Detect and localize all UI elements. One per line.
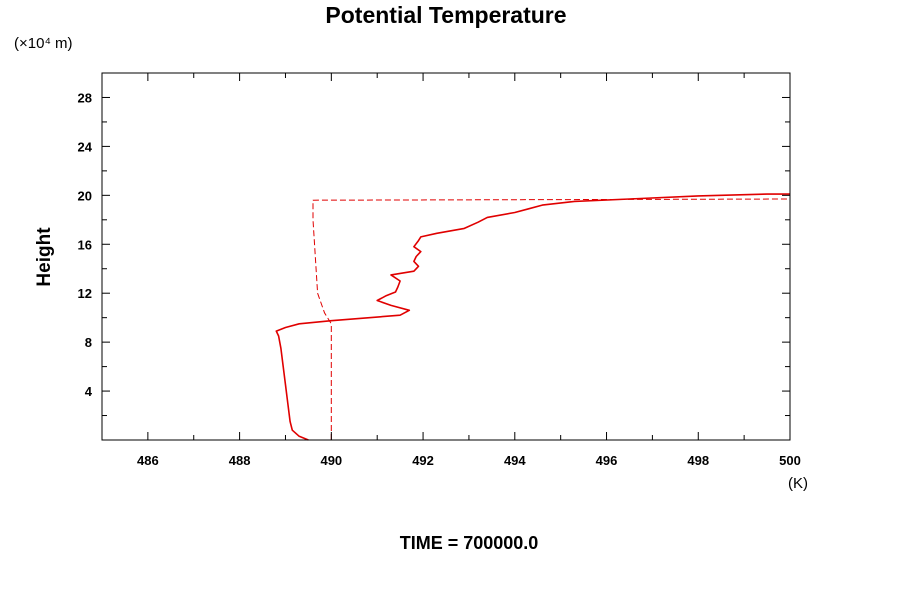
x-tick-label: 490	[320, 453, 342, 468]
x-tick-label: 494	[504, 453, 526, 468]
y-axis-title: Height	[34, 227, 55, 287]
y-tick-label: 28	[78, 90, 92, 105]
series-layer	[275, 193, 791, 441]
ticks-layer: 486 488 490 492 494 496 498 500 4 8 12 16 20 24 28	[78, 73, 801, 468]
x-tick-label: 486	[137, 453, 159, 468]
x-tick-label: 496	[596, 453, 618, 468]
series-line-solid	[275, 193, 790, 441]
y-axis-unit-label: (×10⁴ m)	[14, 35, 73, 52]
series-line-dashed	[312, 198, 791, 440]
y-tick-label: 12	[78, 286, 92, 301]
x-tick-label: 488	[229, 453, 251, 468]
x-axis-unit-label: (K)	[788, 475, 808, 492]
y-tick-label: 8	[85, 335, 92, 350]
y-tick-label: 24	[78, 139, 93, 154]
y-tick-label: 4	[85, 384, 93, 399]
x-tick-label: 500	[779, 453, 801, 468]
x-tick-label: 498	[687, 453, 709, 468]
time-label: TIME = 700000.0	[400, 533, 539, 553]
plot-frame	[101, 72, 791, 441]
chart-title: Potential Temperature	[325, 2, 566, 28]
y-tick-label: 16	[78, 237, 92, 252]
x-tick-label: 492	[412, 453, 434, 468]
y-tick-label: 20	[78, 188, 92, 203]
